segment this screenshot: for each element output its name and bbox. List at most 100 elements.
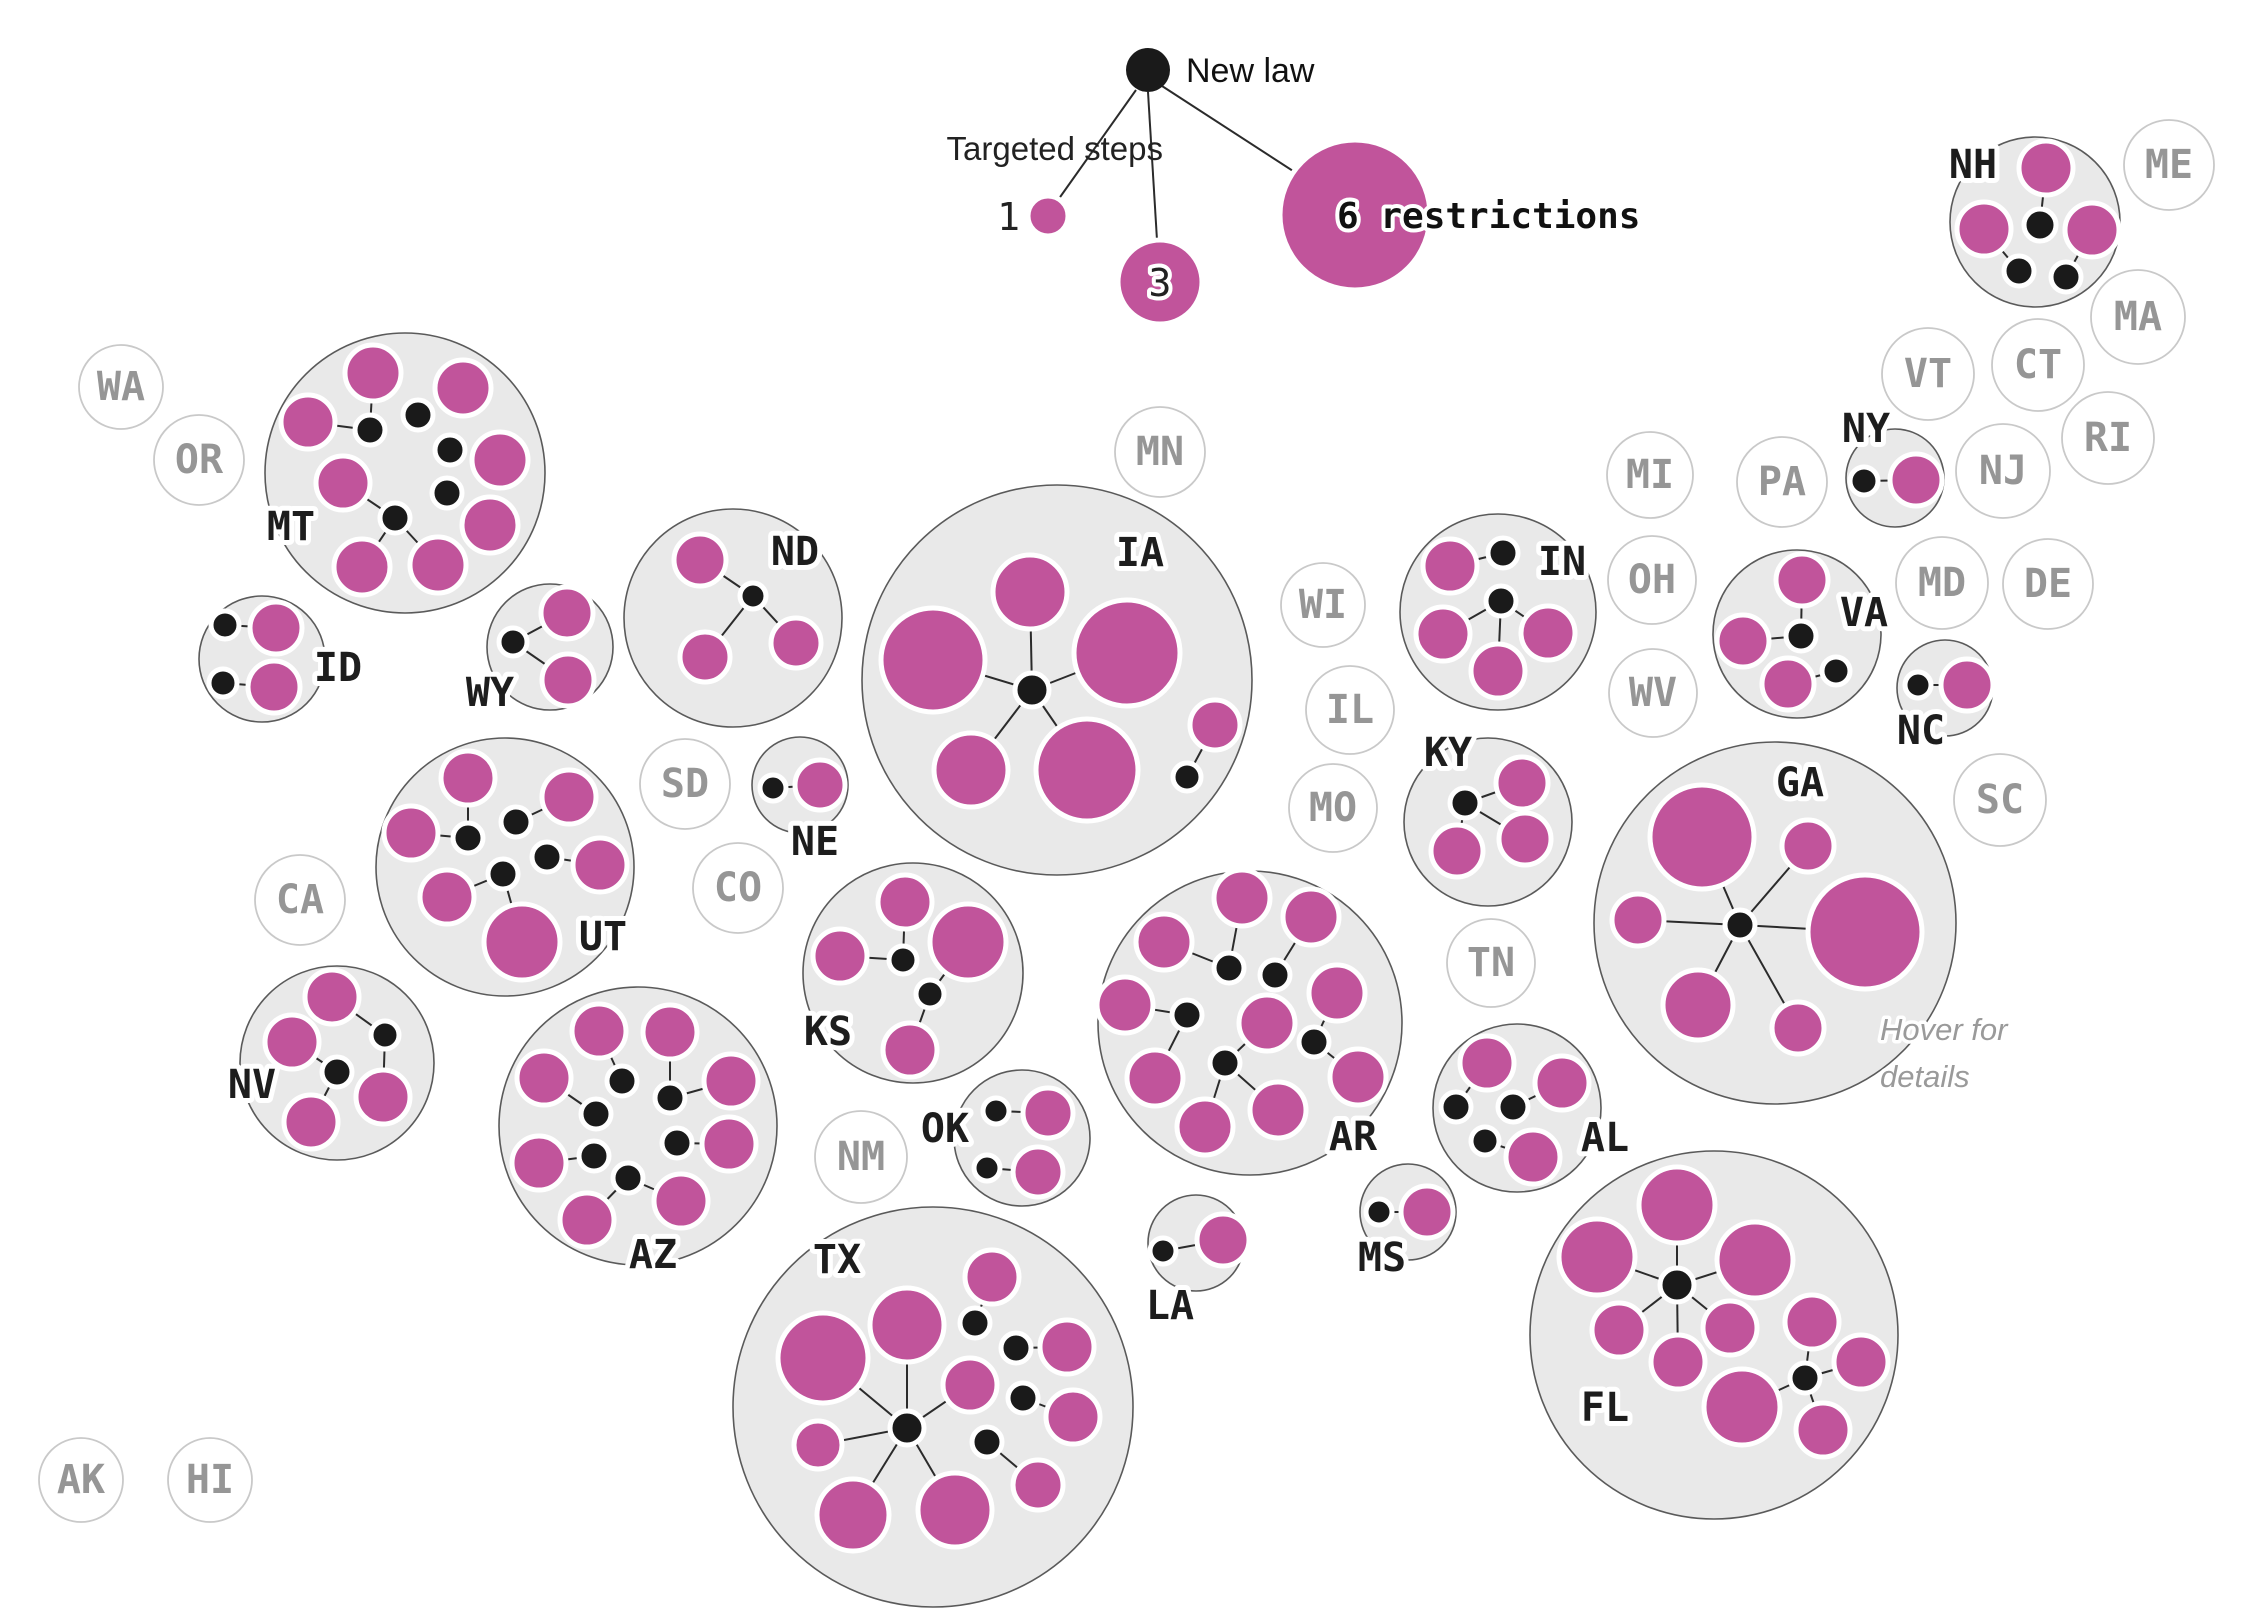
new-law-dot[interactable]	[377, 500, 413, 536]
targeted-step-circle[interactable]	[1398, 1183, 1456, 1241]
state-id[interactable]: ID	[198, 595, 367, 723]
targeted-step-circle[interactable]	[962, 1247, 1022, 1307]
targeted-step-circle[interactable]	[775, 1310, 871, 1406]
targeted-step-circle[interactable]	[814, 1476, 892, 1554]
new-law-dot[interactable]	[578, 1096, 614, 1132]
targeted-step-circle[interactable]	[1010, 1457, 1066, 1513]
targeted-step-circle[interactable]	[1496, 810, 1554, 868]
new-law-dot[interactable]	[1657, 1265, 1697, 1305]
state-nh[interactable]: NH	[1944, 136, 2122, 308]
new-law-dot[interactable]	[610, 1160, 646, 1196]
new-law-dot[interactable]	[432, 432, 468, 468]
targeted-step-circle[interactable]	[278, 392, 338, 452]
targeted-step-circle[interactable]	[1759, 655, 1817, 713]
new-law-dot[interactable]	[2001, 253, 2037, 289]
targeted-step-circle[interactable]	[1609, 891, 1667, 949]
new-law-dot[interactable]	[206, 666, 240, 700]
state-la[interactable]: LA	[1141, 1194, 1252, 1334]
new-law-dot[interactable]	[1296, 1024, 1332, 1060]
targeted-step-circle[interactable]	[1428, 822, 1486, 880]
targeted-step-circle[interactable]	[247, 599, 305, 657]
new-law-dot[interactable]	[1169, 997, 1205, 1033]
targeted-step-circle[interactable]	[407, 534, 469, 596]
targeted-step-circle[interactable]	[990, 552, 1070, 632]
targeted-step-circle[interactable]	[1094, 974, 1156, 1036]
state-ia[interactable]: IA	[861, 484, 1253, 876]
targeted-step-circle[interactable]	[792, 757, 848, 813]
targeted-step-circle[interactable]	[459, 494, 521, 556]
state-nv[interactable]: NV	[223, 965, 435, 1161]
targeted-step-circle[interactable]	[1327, 1046, 1389, 1108]
new-law-dot[interactable]	[969, 1424, 1005, 1460]
new-law-dot[interactable]	[208, 608, 242, 642]
new-law-dot[interactable]	[1257, 957, 1293, 993]
targeted-step-circle[interactable]	[2062, 200, 2122, 260]
targeted-step-circle[interactable]	[342, 342, 404, 404]
new-law-dot[interactable]	[1447, 785, 1483, 821]
targeted-step-circle[interactable]	[1779, 817, 1837, 875]
new-law-dot[interactable]	[1783, 618, 1819, 654]
targeted-step-circle[interactable]	[1236, 992, 1298, 1054]
targeted-step-circle[interactable]	[1714, 1219, 1796, 1301]
targeted-step-circle[interactable]	[1174, 1096, 1236, 1158]
targeted-step-circle[interactable]	[1556, 1216, 1638, 1298]
new-law-dot[interactable]	[400, 397, 436, 433]
new-law-dot[interactable]	[1819, 654, 1853, 688]
new-law-dot[interactable]	[496, 625, 530, 659]
new-law-dot[interactable]	[485, 856, 521, 892]
targeted-step-circle[interactable]	[1636, 1164, 1718, 1246]
targeted-step-circle[interactable]	[1187, 697, 1243, 753]
state-ks[interactable]: KS	[799, 862, 1024, 1084]
targeted-step-circle[interactable]	[1457, 1033, 1517, 1093]
targeted-step-circle[interactable]	[651, 1171, 711, 1231]
state-tx[interactable]: TX	[732, 1206, 1134, 1608]
new-law-dot[interactable]	[887, 1408, 927, 1448]
targeted-step-circle[interactable]	[1211, 867, 1273, 929]
targeted-step-circle[interactable]	[1518, 603, 1578, 663]
targeted-step-circle[interactable]	[1589, 1300, 1649, 1360]
targeted-step-circle[interactable]	[880, 1020, 940, 1080]
targeted-step-circle[interactable]	[768, 615, 824, 671]
targeted-step-circle[interactable]	[1954, 199, 2014, 259]
new-law-dot[interactable]	[576, 1138, 612, 1174]
targeted-step-circle[interactable]	[1831, 1332, 1891, 1392]
targeted-step-circle[interactable]	[438, 748, 498, 808]
new-law-dot[interactable]	[1438, 1089, 1474, 1125]
targeted-step-circle[interactable]	[915, 1470, 995, 1550]
targeted-step-circle[interactable]	[1413, 604, 1473, 664]
new-law-dot[interactable]	[604, 1063, 640, 1099]
state-ny[interactable]: NY	[1837, 401, 1945, 528]
new-law-dot[interactable]	[1787, 1360, 1823, 1396]
targeted-step-circle[interactable]	[1773, 551, 1831, 609]
new-law-dot[interactable]	[737, 580, 769, 612]
state-mt[interactable]: MT	[262, 332, 546, 614]
targeted-step-circle[interactable]	[1033, 716, 1141, 824]
new-law-dot[interactable]	[368, 1018, 402, 1052]
targeted-step-circle[interactable]	[569, 1001, 629, 1061]
targeted-step-circle[interactable]	[539, 767, 599, 827]
new-law-dot[interactable]	[1902, 669, 1934, 701]
targeted-step-circle[interactable]	[1647, 782, 1757, 892]
targeted-step-circle[interactable]	[875, 872, 935, 932]
targeted-step-circle[interactable]	[940, 1355, 1000, 1415]
targeted-step-circle[interactable]	[699, 1114, 759, 1174]
state-ok[interactable]: OK	[916, 1069, 1091, 1207]
new-law-dot[interactable]	[1012, 670, 1052, 710]
new-law-dot[interactable]	[319, 1054, 355, 1090]
new-law-dot[interactable]	[1211, 950, 1247, 986]
targeted-step-circle[interactable]	[2016, 138, 2076, 198]
targeted-step-circle[interactable]	[538, 584, 596, 642]
new-law-dot[interactable]	[450, 820, 486, 856]
targeted-step-circle[interactable]	[1037, 1317, 1097, 1377]
targeted-step-circle[interactable]	[1468, 641, 1528, 701]
targeted-step-circle[interactable]	[671, 531, 729, 589]
new-law-dot[interactable]	[1722, 907, 1758, 943]
new-law-dot[interactable]	[498, 804, 534, 840]
new-law-dot[interactable]	[352, 412, 388, 448]
targeted-step-circle[interactable]	[557, 1190, 617, 1250]
targeted-step-circle[interactable]	[539, 651, 597, 709]
state-ut[interactable]: UT	[375, 737, 635, 997]
state-nc[interactable]: NC	[1892, 639, 1996, 759]
new-law-dot[interactable]	[1005, 1380, 1041, 1416]
targeted-step-circle[interactable]	[927, 901, 1009, 983]
